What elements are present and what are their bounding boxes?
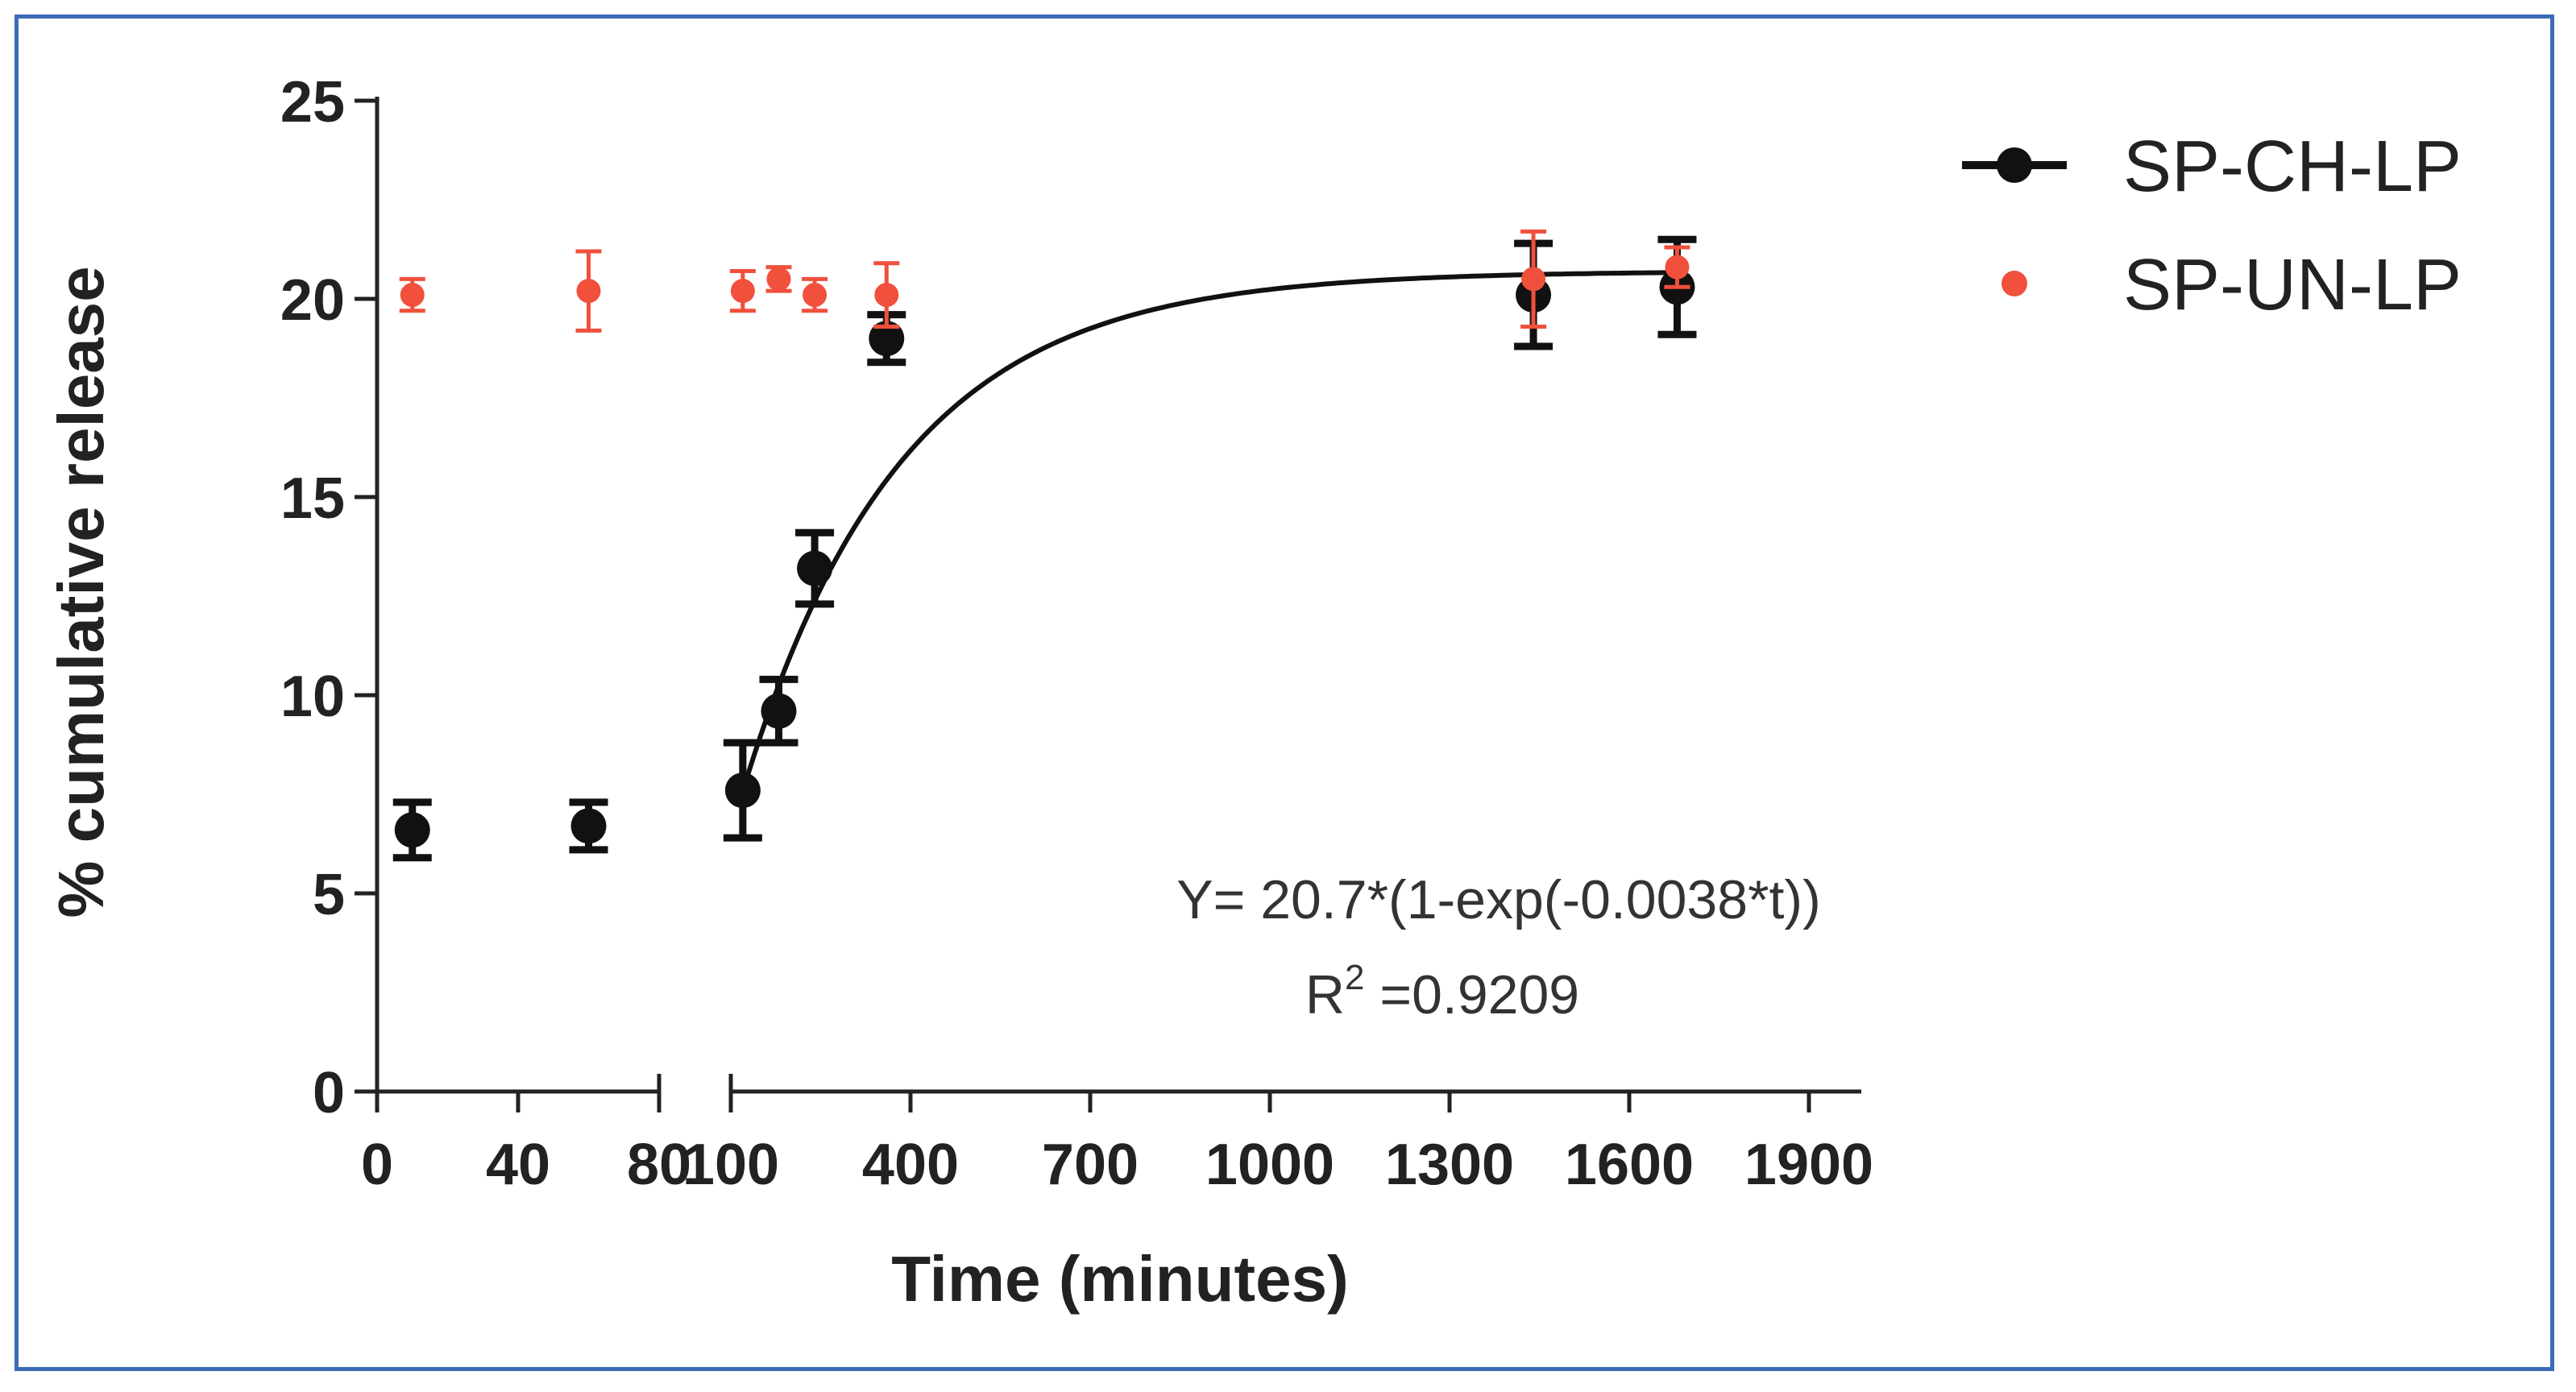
- x-tick-label: 80: [627, 1133, 691, 1197]
- data-point-sp-un-lp: [874, 283, 899, 308]
- legend-label-sp-ch-lp: SP-CH-LP: [2123, 126, 2462, 207]
- x-axis-title: Time (minutes): [891, 1243, 1349, 1315]
- x-tick-label: 1300: [1385, 1133, 1514, 1197]
- data-point-sp-ch-lp: [570, 808, 607, 844]
- y-tick-label: 10: [280, 665, 345, 729]
- legend-marker-sp-ch-lp: [1997, 147, 2032, 183]
- y-axis-title: % cumulative release: [45, 266, 117, 918]
- x-tick-label: 40: [486, 1133, 550, 1197]
- fit-equation: Y= 20.7*(1-exp(-0.0038*t)): [1176, 869, 1820, 930]
- y-tick-label: 20: [280, 268, 345, 333]
- data-point-sp-un-lp: [400, 283, 425, 308]
- x-tick-label: 0: [361, 1133, 393, 1197]
- data-point-sp-un-lp: [766, 267, 791, 292]
- legend: SP-CH-LP SP-UN-LP: [1962, 126, 2462, 325]
- x-tick-label: 1000: [1205, 1133, 1334, 1197]
- data-point-sp-ch-lp: [724, 773, 761, 809]
- x-tick-label: 1600: [1565, 1133, 1694, 1197]
- data-point-sp-ch-lp: [797, 550, 833, 586]
- x-tick-label: 400: [862, 1133, 959, 1197]
- x-tick-label: 700: [1042, 1133, 1139, 1197]
- data-point-sp-un-lp: [1521, 267, 1546, 292]
- r-squared-superscript: 2: [1345, 958, 1364, 997]
- chart-frame: [15, 14, 2554, 1371]
- data-point-sp-ch-lp: [869, 321, 905, 357]
- y-tick-label: 25: [280, 70, 345, 135]
- y-tick-label: 0: [313, 1061, 345, 1125]
- legend-marker-sp-un-lp: [2001, 271, 2027, 296]
- data-point-sp-un-lp: [803, 283, 828, 308]
- fit-curve-sp-ch-lp: [740, 270, 1678, 792]
- x-tick-label: 100: [682, 1133, 779, 1197]
- data-point-sp-ch-lp: [761, 693, 797, 729]
- data-point-sp-un-lp: [1665, 255, 1690, 280]
- r-squared: R2 =0.9209: [1305, 958, 1579, 1025]
- data-point-sp-un-lp: [576, 279, 601, 304]
- data-point-sp-un-lp: [730, 279, 755, 304]
- data-point-sp-ch-lp: [394, 812, 430, 848]
- y-tick-label: 15: [280, 466, 345, 531]
- legend-label-sp-un-lp: SP-UN-LP: [2123, 245, 2462, 325]
- x-tick-label: 1900: [1744, 1133, 1873, 1197]
- r-squared-prefix: R: [1305, 964, 1345, 1025]
- r-squared-value: =0.9209: [1365, 964, 1580, 1025]
- y-tick-label: 5: [313, 863, 345, 927]
